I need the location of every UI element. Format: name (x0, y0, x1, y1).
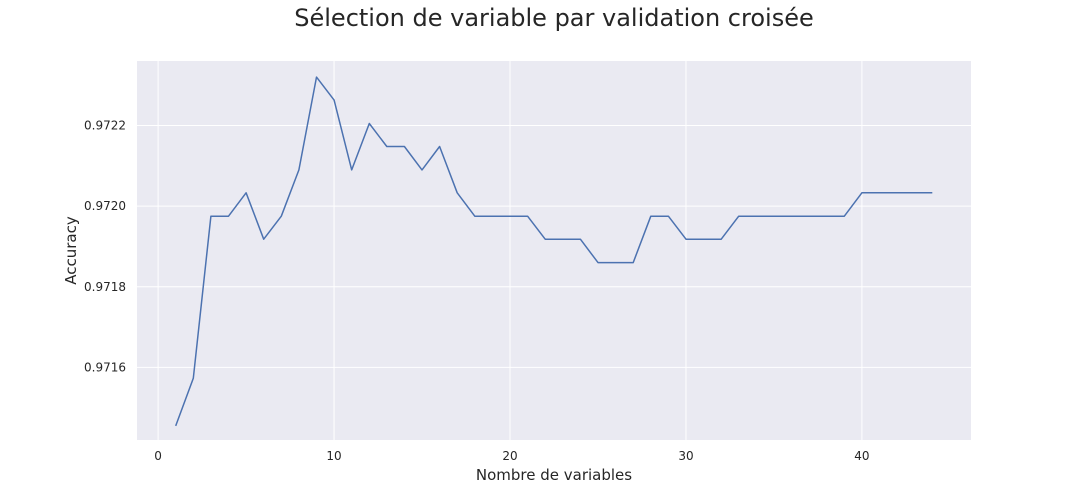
plot-area (137, 61, 971, 440)
x-tick-label: 40 (854, 449, 869, 463)
y-tick-label: 0.9720 (84, 199, 126, 213)
y-axis-label: Accuracy (62, 216, 80, 285)
y-tick-label: 0.9722 (84, 119, 126, 133)
grid (137, 61, 971, 440)
x-tick-label: 30 (678, 449, 693, 463)
series-line (174, 76, 933, 427)
chart-title: Sélection de variable par validation cro… (294, 4, 814, 32)
y-tick-label: 0.9716 (84, 360, 126, 374)
x-tick-label: 10 (326, 449, 341, 463)
x-tick-label: 20 (502, 449, 517, 463)
series-layer (174, 76, 933, 427)
x-tick-label: 0 (154, 449, 162, 463)
y-axis: 0.9716 0.9718 0.9720 0.9722 (84, 119, 126, 375)
x-axis: 0 10 20 30 40 (154, 449, 869, 463)
x-axis-label: Nombre de variables (476, 466, 632, 484)
y-tick-label: 0.9718 (84, 280, 126, 294)
